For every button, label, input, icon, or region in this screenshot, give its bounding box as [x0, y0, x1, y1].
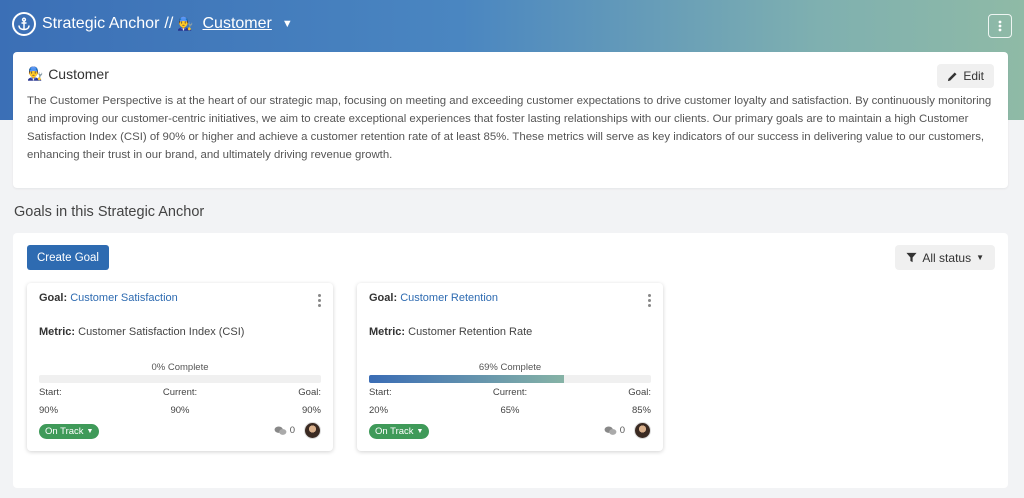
goal-metric: Metric: Customer Retention Rate — [369, 326, 532, 338]
comments-button[interactable]: 0 — [274, 425, 295, 436]
status-dropdown[interactable]: On Track ▼ — [369, 424, 430, 439]
goal-label: Goal: — [628, 387, 651, 398]
app-title: Strategic Anchor — [42, 15, 160, 32]
status-filter-label: All status — [922, 250, 972, 265]
goals-section-title: Goals in this Strategic Anchor — [14, 204, 205, 220]
goal-stats: Start: 90% Current: 90% Goal: 90% — [39, 387, 321, 416]
current-value: 65% — [500, 405, 520, 416]
status-label: On Track — [375, 426, 414, 437]
goal-prefix: Goal: — [369, 292, 398, 304]
goal-value: 90% — [301, 405, 321, 416]
chevron-down-icon[interactable]: ▼ — [281, 18, 293, 30]
progress-label: 69% Complete — [478, 362, 542, 373]
filter-icon — [906, 252, 917, 263]
goal-prefix: Goal: — [39, 292, 68, 304]
goal-value: 85% — [631, 405, 651, 416]
progress-label: 0% Complete — [151, 362, 209, 373]
anchor-icon[interactable] — [12, 12, 36, 36]
comments-button[interactable]: 0 — [604, 425, 625, 436]
edit-label: Edit — [963, 69, 984, 83]
caret-down-icon: ▼ — [976, 253, 984, 262]
progress-fill — [369, 375, 564, 383]
metric-name: Customer Retention Rate — [408, 326, 533, 338]
comment-count: 0 — [619, 425, 625, 436]
goals-panel: Create Goal All status ▼ Goal: Customer … — [13, 233, 1008, 488]
start-value: 90% — [39, 405, 59, 416]
current-label: Current: — [162, 387, 198, 398]
progress-bar — [369, 375, 651, 383]
goal-stats: Start: 20% Current: 65% Goal: 85% — [369, 387, 651, 416]
caret-down-icon: ▼ — [416, 428, 424, 435]
goal-title: Goal: Customer Satisfaction — [39, 292, 178, 304]
goal-title: Goal: Customer Retention — [369, 292, 498, 304]
status-filter-dropdown[interactable]: All status ▼ — [895, 245, 995, 270]
kebab-menu-button[interactable] — [988, 14, 1012, 38]
top-bar: Strategic Anchor // 👨‍🔧 Customer ▼ — [12, 10, 1012, 38]
metric-name: Customer Satisfaction Index (CSI) — [78, 326, 245, 338]
edit-button[interactable]: Edit — [937, 64, 994, 88]
anchor-title: Customer — [48, 66, 109, 82]
goal-options-icon[interactable] — [643, 292, 655, 308]
comments-icon — [274, 425, 287, 435]
goal-name-link[interactable]: Customer Retention — [400, 292, 499, 304]
metric-prefix: Metric: — [39, 326, 76, 338]
avatar[interactable] — [304, 422, 321, 439]
goal-metric: Metric: Customer Satisfaction Index (CSI… — [39, 326, 244, 338]
anchor-summary-card: 👨‍🔧 Customer Edit The Customer Perspecti… — [13, 52, 1008, 188]
avatar[interactable] — [634, 422, 651, 439]
start-value: 20% — [369, 405, 389, 416]
goal-options-icon[interactable] — [313, 292, 325, 308]
kebab-menu-icon — [998, 20, 1002, 32]
customer-emoji-icon: 👨‍🔧 — [177, 16, 194, 31]
current-value: 90% — [170, 405, 190, 416]
metric-prefix: Metric: — [369, 326, 406, 338]
goal-card[interactable]: Goal: Customer Retention Metric: Custome… — [357, 283, 663, 451]
goal-label: Goal: — [298, 387, 321, 398]
progress-bar — [39, 375, 321, 383]
create-goal-button[interactable]: Create Goal — [27, 245, 109, 270]
breadcrumb-customer-link[interactable]: Customer — [202, 15, 272, 32]
caret-down-icon: ▼ — [86, 428, 94, 435]
current-label: Current: — [492, 387, 528, 398]
start-label: Start: — [39, 387, 62, 398]
start-label: Start: — [369, 387, 392, 398]
comments-icon — [604, 425, 617, 435]
goal-name-link[interactable]: Customer Satisfaction — [70, 292, 178, 304]
anchor-heading: 👨‍🔧 Customer — [27, 66, 109, 82]
pencil-icon — [948, 71, 957, 81]
goal-card[interactable]: Goal: Customer Satisfaction Metric: Cust… — [27, 283, 333, 451]
comment-count: 0 — [289, 425, 295, 436]
breadcrumb-separator: // — [164, 15, 174, 32]
status-dropdown[interactable]: On Track ▼ — [39, 424, 100, 439]
anchor-description: The Customer Perspective is at the heart… — [27, 95, 992, 161]
customer-emoji-icon: 👨‍🔧 — [27, 66, 44, 81]
status-label: On Track — [45, 426, 84, 437]
